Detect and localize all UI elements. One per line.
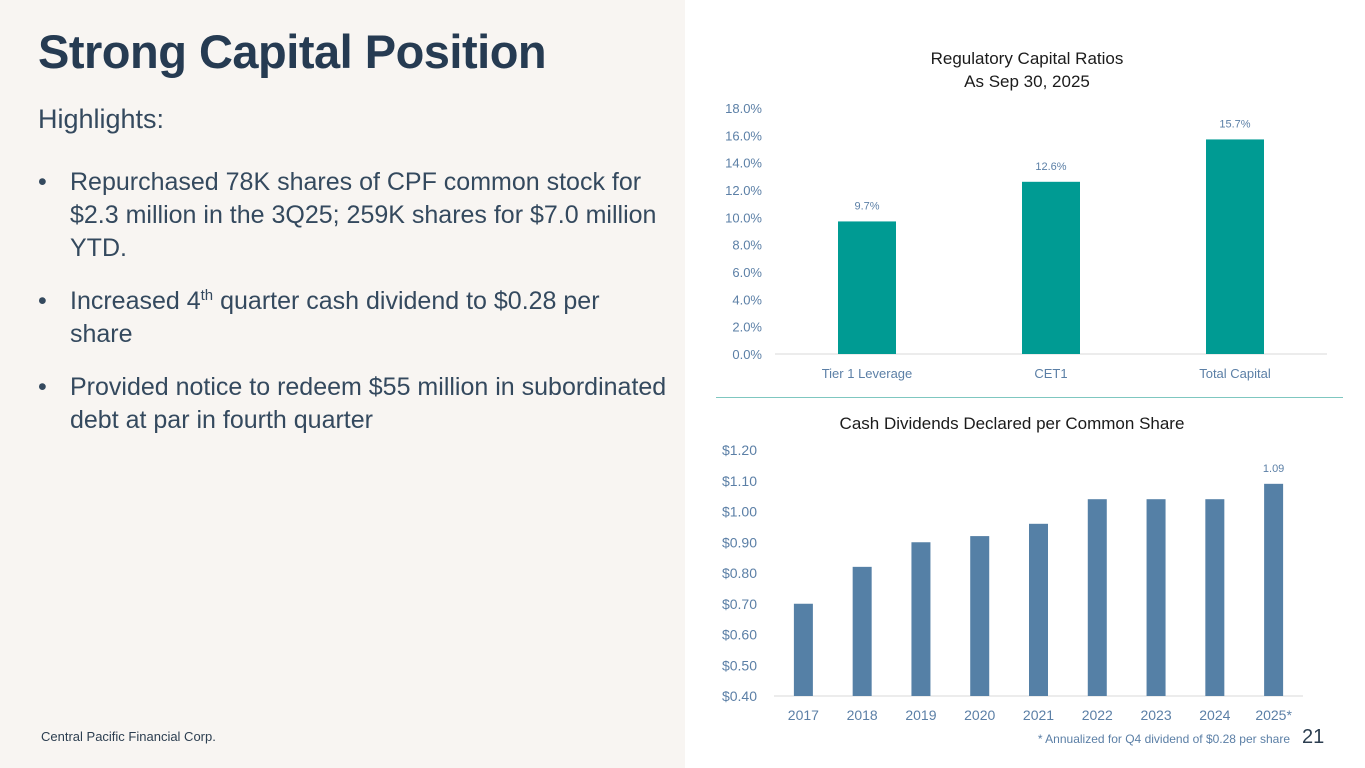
x-tick-label: 2019 (905, 707, 936, 723)
data-label: 15.7% (1219, 118, 1250, 130)
bullet-dot: • (38, 168, 47, 196)
y-tick-label: 8.0% (732, 238, 762, 253)
data-label: 1.09 (1263, 463, 1284, 475)
y-tick-label: 14.0% (725, 156, 762, 171)
y-tick-label: $0.60 (722, 627, 757, 643)
bar-2021 (1029, 523, 1048, 696)
capital-ratios-chart: Regulatory Capital Ratios As Sep 30, 202… (725, 49, 1327, 381)
y-tick-label: 10.0% (725, 210, 762, 225)
bullet-text: Repurchased 78K shares of CPF common sto… (70, 168, 657, 262)
page-number: 21 (1302, 726, 1325, 748)
highlights-list: • Repurchased 78K shares of CPF common s… (38, 166, 668, 457)
y-tick-label: 12.0% (725, 183, 762, 198)
x-tick-label: 2020 (964, 707, 995, 723)
y-tick-label: 16.0% (725, 128, 762, 143)
section-divider (716, 397, 1343, 398)
bullet-text-end: quarter cash dividend to $0.28 per share (70, 287, 600, 348)
y-tick-label: $0.90 (722, 534, 757, 550)
bar-2019 (911, 542, 931, 696)
highlights-heading: Highlights: (38, 104, 165, 134)
dividends-chart: Cash Dividends Declared per Common Share… (722, 414, 1303, 723)
page-title: Strong Capital Position (38, 25, 547, 78)
y-tick-label: 2.0% (732, 320, 762, 335)
y-tick-label: $1.10 (722, 473, 757, 489)
bar-2017 (793, 603, 813, 696)
bar-tier-1-leverage (838, 221, 896, 354)
y-tick-label: $0.70 (722, 596, 757, 612)
ordinal-suffix: th (200, 287, 214, 304)
bar-2025- (1264, 483, 1284, 696)
y-tick-label: $1.00 (722, 504, 757, 520)
y-tick-label: 4.0% (732, 292, 762, 307)
bar-2018 (852, 566, 872, 696)
chart-title-line-1: Regulatory Capital Ratios (931, 49, 1124, 68)
x-tick-label: 2024 (1199, 707, 1230, 723)
bullet-item-dividend: • Increased 4th quarter cash dividend to… (38, 285, 668, 351)
chart-title: Cash Dividends Declared per Common Share (840, 414, 1185, 433)
x-tick-label: Total Capital (1199, 366, 1271, 381)
bullet-text-start: Increased 4 (70, 287, 201, 315)
x-tick-label: 2025* (1255, 707, 1292, 723)
x-tick-label: 2023 (1140, 707, 1171, 723)
dividend-footnote: * Annualized for Q4 dividend of $0.28 pe… (1037, 732, 1290, 746)
bar-2024 (1205, 499, 1225, 696)
x-tick-label: Tier 1 Leverage (822, 366, 913, 381)
bar-cet1 (1022, 181, 1080, 354)
data-label: 12.6% (1035, 161, 1066, 173)
chart-title-line-2: As Sep 30, 2025 (964, 72, 1090, 91)
bar-2022 (1087, 499, 1107, 696)
x-tick-label: 2018 (847, 707, 878, 723)
data-label: 9.7% (854, 200, 879, 212)
y-tick-label: 18.0% (725, 101, 762, 116)
bullet-dot: • (38, 373, 47, 401)
y-tick-label: 6.0% (732, 265, 762, 280)
y-tick-label: $0.40 (722, 688, 757, 704)
bar-2020 (970, 536, 990, 696)
bullet-item-repurchase: • Repurchased 78K shares of CPF common s… (38, 166, 668, 265)
highlights-panel (0, 0, 685, 768)
x-tick-label: CET1 (1034, 366, 1067, 381)
y-tick-label: $0.50 (722, 657, 757, 673)
bullet-dot: • (38, 287, 47, 315)
x-tick-label: 2021 (1023, 707, 1054, 723)
bar-2023 (1146, 499, 1166, 696)
y-tick-label: 0.0% (732, 347, 762, 362)
y-tick-label: $0.80 (722, 565, 757, 581)
y-tick-label: $1.20 (722, 442, 757, 458)
bullet-text: Provided notice to redeem $55 million in… (70, 373, 667, 434)
x-tick-label: 2017 (788, 707, 819, 723)
company-footer: Central Pacific Financial Corp. (41, 729, 216, 744)
x-tick-label: 2022 (1082, 707, 1113, 723)
bar-total-capital (1206, 139, 1264, 354)
bullet-item-redeem: • Provided notice to redeem $55 million … (38, 371, 668, 437)
